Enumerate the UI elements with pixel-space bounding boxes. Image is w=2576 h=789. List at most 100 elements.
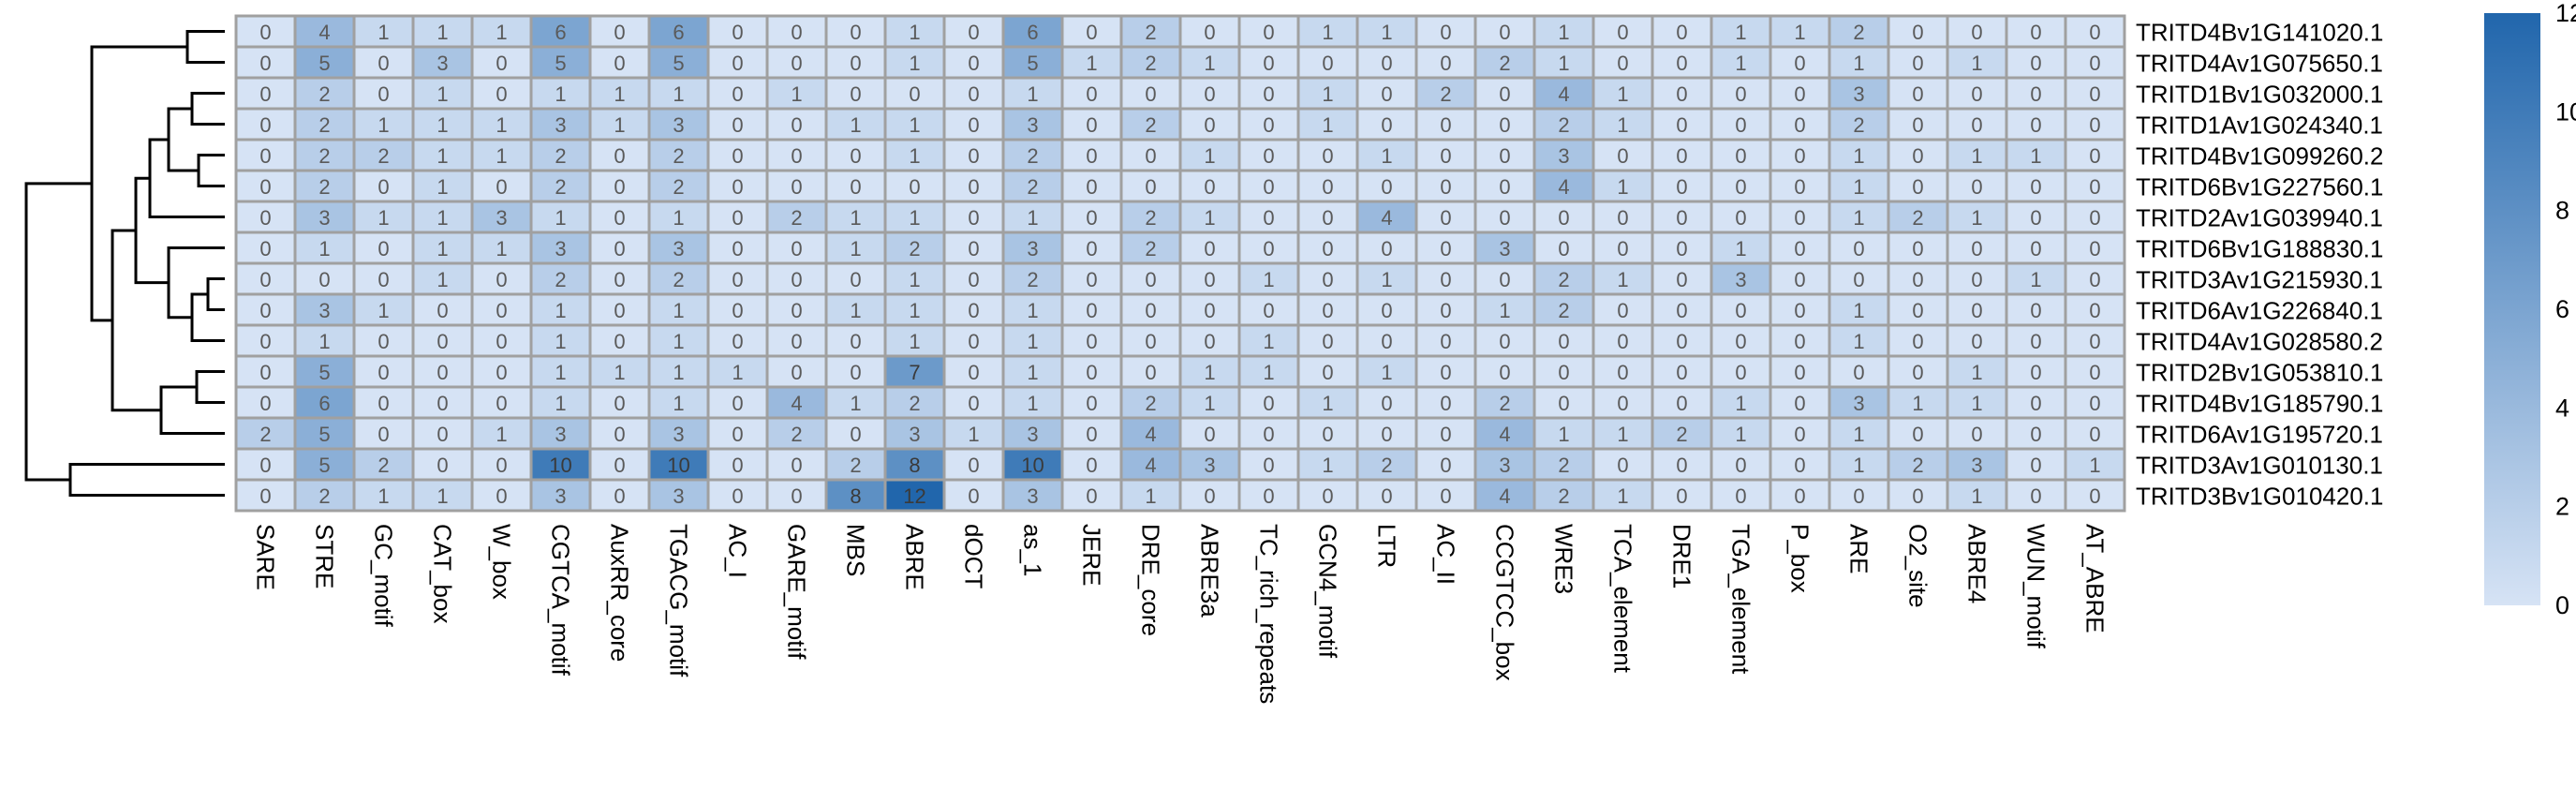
cell-value-label: 0	[1263, 484, 1274, 508]
cell-value-label: 0	[732, 82, 743, 106]
heatmap-cell	[529, 231, 592, 265]
cell-value-label: 0	[378, 268, 389, 291]
cell-value-label: 0	[1735, 175, 1746, 199]
cell-value-label: 0	[1971, 82, 1982, 106]
cell-value-label: 2	[791, 206, 802, 230]
cell-value-label: 0	[614, 206, 625, 230]
legend-color-bar	[2484, 13, 2540, 605]
cell-value-label: 1	[1027, 361, 1038, 384]
heatmap-cell	[1296, 231, 1359, 265]
cell-value-label: 0	[1912, 299, 1923, 322]
cell-value-label: 1	[1971, 144, 1982, 168]
cell-value-label: 0	[968, 484, 979, 508]
cell-value-label: 1	[1735, 52, 1746, 75]
cell-value-label: 0	[2089, 268, 2100, 291]
heatmap-cell	[1591, 231, 1654, 265]
cell-value-label: 0	[496, 268, 507, 291]
cell-value-label: 1	[378, 299, 389, 322]
row-label: TRITD3Av1G010130.1	[2136, 452, 2383, 480]
cell-value-label: 2	[1145, 206, 1156, 230]
column-labels: SARE STRE GC_motif CAT_box W_box CGTCA_motif A…	[252, 524, 2110, 704]
cell-value-label: 0	[850, 330, 861, 353]
cell-value-label: 1	[909, 330, 920, 353]
cell-value-label: 0	[909, 82, 920, 106]
cell-value-label: 5	[555, 52, 566, 75]
cell-value-label: 3	[1027, 113, 1038, 137]
column-label: dOCT	[960, 524, 988, 588]
cell-value-label: 2	[850, 454, 861, 477]
cell-value-label: 0	[1204, 423, 1215, 446]
dendrogram-branch	[159, 385, 225, 435]
heatmap-cell	[942, 200, 1005, 234]
heatmap-cell	[1001, 14, 1064, 49]
cell-value-label: 2	[1853, 21, 1864, 44]
cell-value-label: 5	[1027, 52, 1038, 75]
cell-value-label: 2	[1558, 454, 1569, 477]
cell-value-label: 0	[1676, 144, 1687, 168]
cell-value-label: 1	[1853, 52, 1864, 75]
cell-value-label: 0	[850, 175, 861, 199]
heatmap-cell	[470, 447, 533, 482]
heatmap-cell	[2064, 200, 2126, 234]
cell-value-label: 0	[1086, 423, 1097, 446]
cell-value-label: 0	[1381, 423, 1392, 446]
cell-value-label: 0	[1912, 330, 1923, 353]
cell-value-label: 1	[909, 144, 920, 168]
cell-value-label: 0	[1617, 144, 1628, 168]
heatmap-cell	[1178, 323, 1241, 358]
cell-value-label: 0	[1145, 330, 1156, 353]
cell-value-label: 0	[259, 299, 271, 322]
cell-value-label: 0	[1204, 484, 1215, 508]
heatmap-cell	[588, 478, 651, 513]
cell-value-label: 0	[791, 144, 802, 168]
cell-value-label: 0	[1558, 392, 1569, 415]
heatmap-cell	[2005, 14, 2067, 49]
heatmap-cell	[2064, 45, 2126, 80]
legend-tick-label: 2	[2555, 493, 2569, 521]
cell-value-label: 0	[378, 175, 389, 199]
cell-value-label: 1	[1322, 21, 1333, 44]
cell-value-label: 0	[1322, 268, 1333, 291]
cell-value-label: 0	[614, 299, 625, 322]
cell-value-label: 1	[1971, 484, 1982, 508]
row-label: TRITD3Bv1G010420.1	[2136, 483, 2383, 511]
heatmap-cell	[2005, 169, 2067, 203]
column-label: AC_I	[724, 524, 752, 578]
cell-value-label: 0	[1440, 330, 1451, 353]
cell-value-label: 0	[1499, 82, 1510, 106]
cell-value-label: 1	[732, 361, 743, 384]
heatmap-cell	[1946, 416, 2008, 451]
cell-value-label: 0	[614, 423, 625, 446]
cell-value-label: 0	[1440, 392, 1451, 415]
cell-value-label: 0	[1204, 330, 1215, 353]
column-label: ABRE	[901, 524, 929, 590]
cell-value-label: 1	[791, 82, 802, 106]
heatmap-cell	[470, 76, 533, 111]
cell-value-label: 0	[1322, 237, 1333, 261]
cell-value-label: 1	[1381, 144, 1392, 168]
cell-value-label: 2	[318, 144, 330, 168]
heatmap-cell	[2064, 292, 2126, 327]
cell-value-label: 1	[437, 237, 448, 261]
heatmap-cell	[1119, 292, 1182, 327]
cell-value-label: 0	[2030, 21, 2041, 44]
row-dendrogram	[24, 30, 225, 497]
heatmap-cell	[1651, 45, 1713, 80]
cell-value-label: 0	[259, 330, 271, 353]
cell-value-label: 0	[1558, 206, 1569, 230]
heatmap-cell	[411, 354, 474, 389]
heatmap-cell	[1946, 385, 2008, 420]
cell-value-label: 0	[496, 175, 507, 199]
column-label: as_1	[1019, 524, 1047, 576]
heatmap-cell	[1946, 354, 2008, 389]
cell-value-label: 0	[318, 268, 330, 291]
cell-value-label: 1	[437, 82, 448, 106]
cell-value-label: 0	[850, 144, 861, 168]
cell-value-label: 0	[2089, 21, 2100, 44]
cell-value-label: 0	[732, 175, 743, 199]
cell-value-label: 1	[1322, 82, 1333, 106]
cell-value-label: 0	[437, 330, 448, 353]
cell-value-label: 0	[732, 268, 743, 291]
cell-value-label: 0	[1086, 113, 1097, 137]
cell-value-label: 0	[614, 392, 625, 415]
